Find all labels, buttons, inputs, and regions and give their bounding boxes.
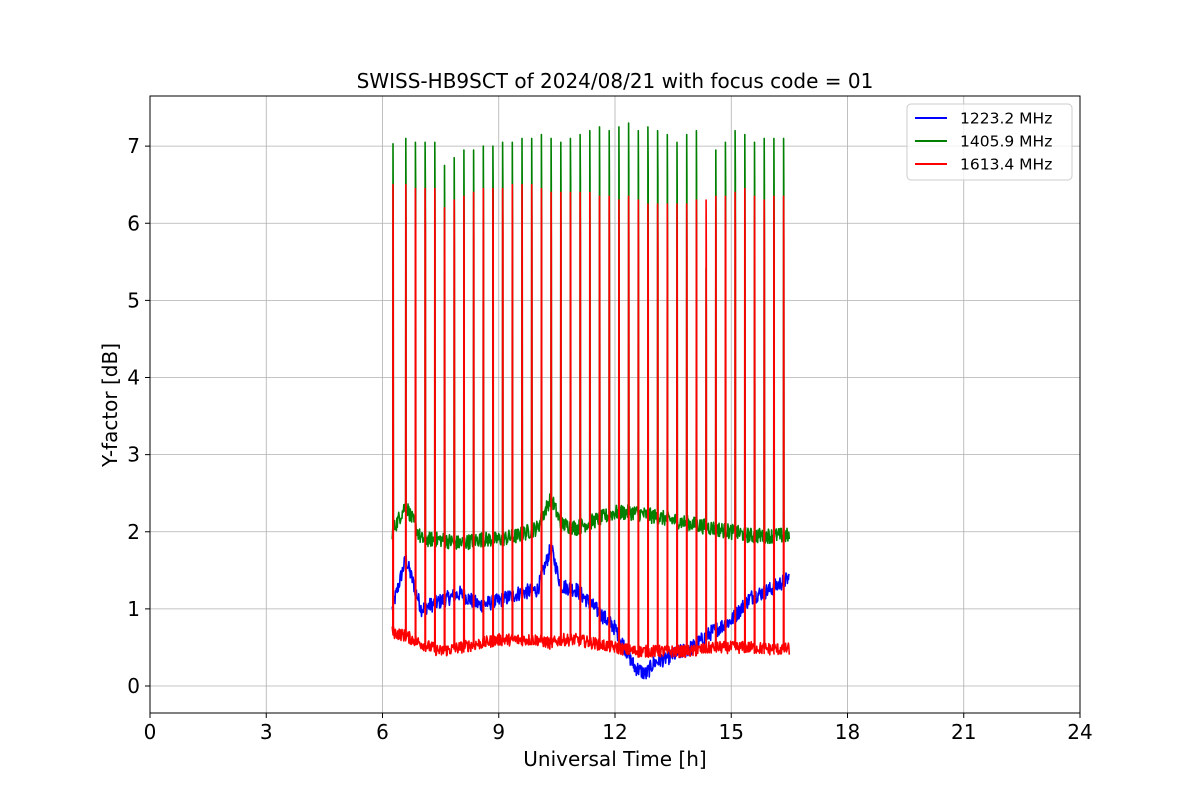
x-tick-label: 3 [260, 720, 273, 744]
legend-entry-label: 1405.9 MHz [960, 133, 1052, 151]
legend: 1223.2 MHz 1405.9 MHz 1613.4 MHz [906, 103, 1073, 181]
y-tick-label: 2 [127, 520, 140, 544]
chart-title: SWISS-HB9SCT of 2024/08/21 with focus co… [357, 69, 874, 93]
y-tick-label: 1 [127, 597, 140, 621]
x-tick-label: 18 [835, 720, 860, 744]
x-tick-label: 9 [492, 720, 505, 744]
plot-series-group [391, 122, 791, 680]
legend-entry-label: 1613.4 MHz [960, 156, 1052, 174]
y-tick-label: 3 [127, 443, 140, 467]
x-tick-label: 12 [602, 720, 627, 744]
x-tick-label: 0 [144, 720, 157, 744]
y-tick-label: 6 [127, 211, 140, 235]
y-tick-label: 7 [127, 134, 140, 158]
legend-box [906, 103, 1073, 181]
legend-entry-label: 1223.2 MHz [960, 110, 1052, 128]
x-axis-label: Universal Time [h] [523, 747, 706, 771]
y-tick-label: 4 [127, 366, 140, 390]
series-layer [391, 122, 791, 680]
x-tick-label: 24 [1067, 720, 1092, 744]
x-tick-label: 21 [951, 720, 976, 744]
y-axis-label: Y-factor [dB] [98, 343, 122, 468]
x-tick-label: 6 [376, 720, 389, 744]
x-tick-label: 15 [719, 720, 744, 744]
y-tick-label: 5 [127, 288, 140, 312]
y-tick-label: 0 [127, 674, 140, 698]
series-line-2 [391, 183, 791, 659]
